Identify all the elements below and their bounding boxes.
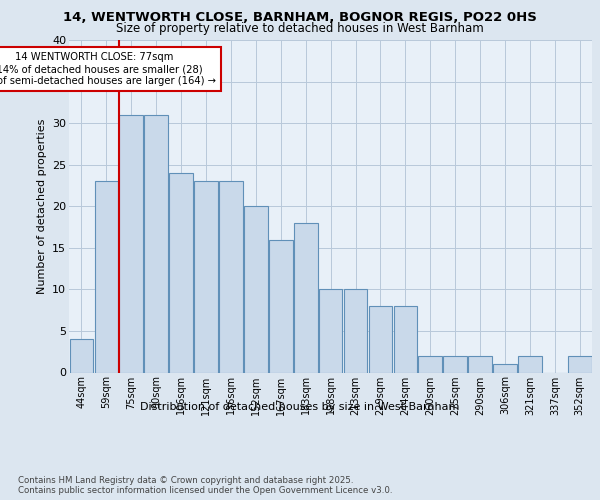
Bar bbox=[244, 206, 268, 372]
Text: Size of property relative to detached houses in West Barnham: Size of property relative to detached ho… bbox=[116, 22, 484, 35]
Bar bbox=[344, 290, 367, 372]
Bar bbox=[194, 182, 218, 372]
Text: 14, WENTWORTH CLOSE, BARNHAM, BOGNOR REGIS, PO22 0HS: 14, WENTWORTH CLOSE, BARNHAM, BOGNOR REG… bbox=[63, 11, 537, 24]
Bar bbox=[568, 356, 592, 372]
Bar bbox=[394, 306, 417, 372]
Bar bbox=[319, 290, 343, 372]
Bar bbox=[145, 115, 168, 372]
Bar bbox=[493, 364, 517, 372]
Bar bbox=[219, 182, 243, 372]
Bar bbox=[443, 356, 467, 372]
Text: Distribution of detached houses by size in West Barnham: Distribution of detached houses by size … bbox=[140, 402, 460, 412]
Bar bbox=[169, 173, 193, 372]
Bar bbox=[468, 356, 492, 372]
Bar bbox=[119, 115, 143, 372]
Bar bbox=[368, 306, 392, 372]
Text: Contains HM Land Registry data © Crown copyright and database right 2025.
Contai: Contains HM Land Registry data © Crown c… bbox=[18, 476, 392, 495]
Y-axis label: Number of detached properties: Number of detached properties bbox=[37, 118, 47, 294]
Bar bbox=[518, 356, 542, 372]
Text: 14 WENTWORTH CLOSE: 77sqm
← 14% of detached houses are smaller (28)
84% of semi-: 14 WENTWORTH CLOSE: 77sqm ← 14% of detac… bbox=[0, 52, 216, 86]
Bar bbox=[95, 182, 118, 372]
Bar bbox=[294, 223, 317, 372]
Bar bbox=[70, 339, 93, 372]
Bar bbox=[269, 240, 293, 372]
Bar bbox=[418, 356, 442, 372]
